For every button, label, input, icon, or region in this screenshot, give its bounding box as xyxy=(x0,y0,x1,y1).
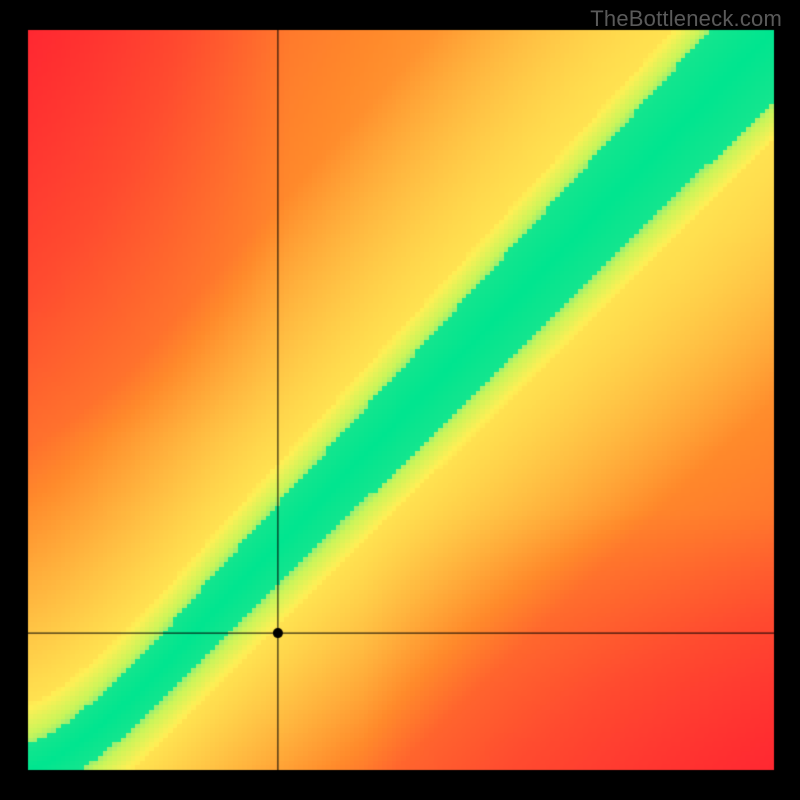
heatmap-canvas xyxy=(0,0,800,800)
chart-container: TheBottleneck.com xyxy=(0,0,800,800)
watermark-label: TheBottleneck.com xyxy=(590,6,782,32)
